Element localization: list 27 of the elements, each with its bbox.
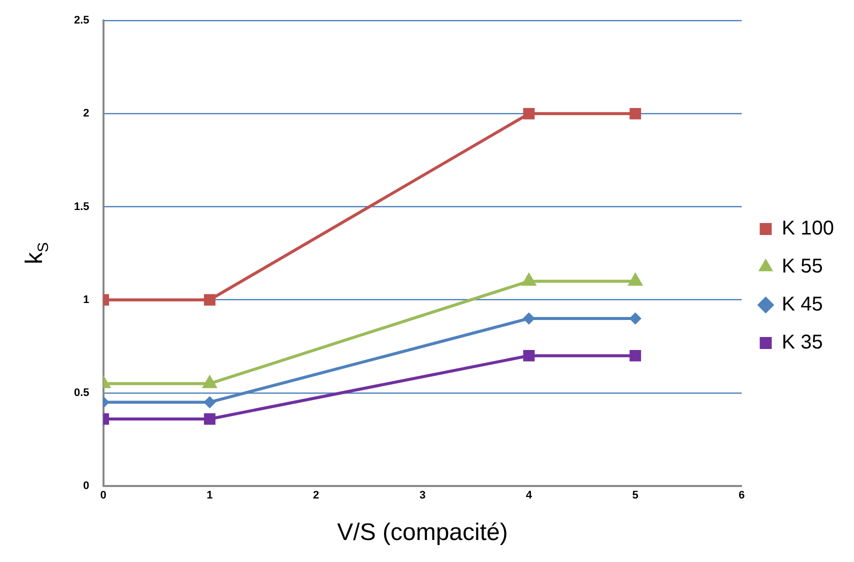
y-tick-label: 2: [83, 108, 90, 120]
x-tick-label: 1: [206, 490, 213, 502]
legend-label: K 100: [782, 218, 834, 240]
point: [523, 108, 535, 120]
y-tick-label: 0.5: [74, 386, 90, 399]
legend-label: K 55: [782, 256, 823, 278]
point: [630, 108, 642, 120]
x-tick-label: 2: [313, 490, 320, 502]
point: [630, 350, 642, 362]
x-axis-title: V/S (compacité): [337, 519, 508, 546]
x-tick-label: 6: [738, 490, 745, 502]
point: [630, 312, 641, 324]
point: [523, 350, 535, 362]
y-tick-label: 1: [83, 294, 90, 306]
y-axis-title: kS: [21, 242, 52, 264]
y-tick-label: 2.5: [74, 14, 90, 27]
x-tick-label: 3: [419, 490, 426, 502]
point: [522, 274, 536, 286]
x-tick-label: 4: [526, 490, 533, 502]
x-tick-label: 5: [632, 490, 638, 502]
point: [523, 312, 534, 324]
legend-label: K 45: [782, 294, 823, 316]
y-tick-label: 1.5: [74, 200, 90, 213]
x-tick-label: 0: [100, 490, 106, 502]
y-tick-label: 0: [83, 480, 90, 492]
legend-label: K 35: [782, 332, 823, 354]
point: [628, 274, 642, 286]
